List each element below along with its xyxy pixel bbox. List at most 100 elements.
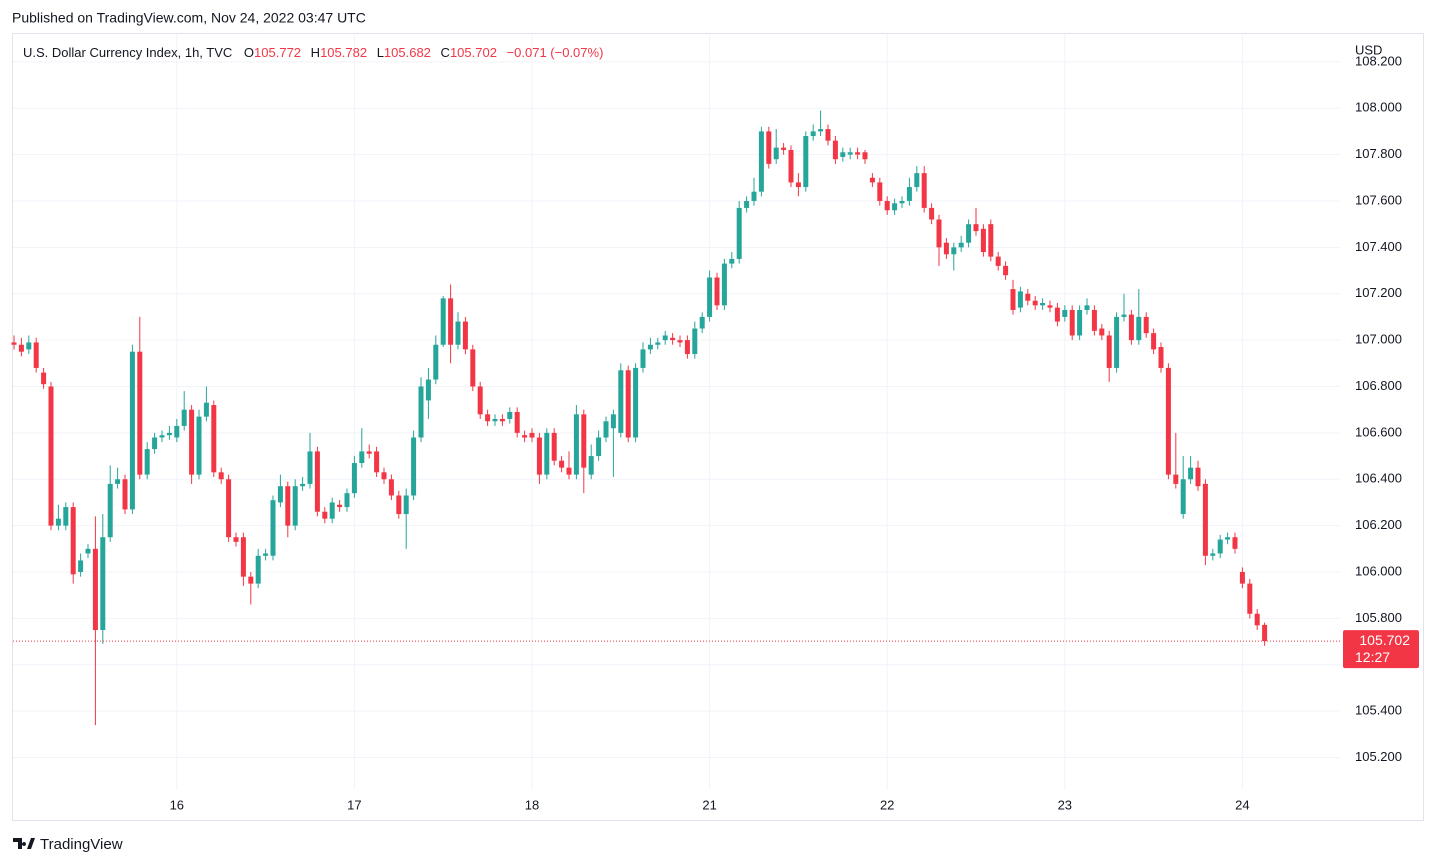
candle-body [751,191,757,201]
candle-body [1262,624,1268,642]
legend-value: 105.682 [384,45,431,60]
candle-body [100,537,106,630]
candle-body [1173,474,1179,484]
candle-body [662,335,668,341]
candle [973,207,979,236]
candle-body [966,224,972,243]
candle-body [618,370,624,433]
candle [1188,456,1194,484]
candle [240,532,246,586]
candle [522,430,528,443]
candle-body [196,416,202,475]
candle [773,129,779,164]
y-tick-label: 108.200 [1355,53,1402,68]
candle-body [203,402,209,417]
candle [470,344,476,392]
candle [914,166,920,192]
brand-logo [13,838,35,849]
candle [862,149,868,164]
candle-body [795,182,801,188]
candle-body [218,472,224,480]
candle-body [1195,467,1201,487]
candle [1054,303,1060,327]
candle-body [603,421,609,438]
candle [403,488,409,549]
candle [1114,312,1120,373]
chart-frame [12,33,1424,821]
candle-body [1254,613,1260,626]
candle [958,235,964,252]
candle [1210,548,1216,561]
candle [1254,609,1260,630]
candle-body [840,152,846,157]
candle [684,335,690,359]
candle-body [314,451,320,512]
candle [292,479,298,531]
candle-body [255,555,261,584]
candle [818,110,824,137]
candle [477,381,483,419]
candle-body [1225,537,1231,540]
candle [1077,305,1083,341]
candle-body [936,219,942,248]
candle-body [26,342,32,350]
candle [233,532,239,547]
candle [63,502,69,531]
candle-body [958,242,964,248]
candle-body [818,129,824,132]
candle [1091,305,1097,336]
candle [1047,300,1053,313]
candle-body [995,256,1001,266]
candle-body [1136,316,1142,341]
candle-body [707,277,713,317]
candle [107,465,113,542]
candle [795,173,801,197]
candle [152,432,158,454]
candle [1069,305,1075,341]
candle [1232,532,1238,554]
candle-body [980,228,986,252]
candle [670,333,676,345]
y-tick-label: 106.200 [1355,517,1402,532]
candle [736,200,742,264]
candle [943,238,949,259]
candle-body [307,451,313,484]
candle-body [1114,316,1120,368]
candle-body [181,409,187,426]
candle-body [677,340,683,343]
candle [366,444,372,459]
candle-body [862,152,868,160]
candle [647,337,653,355]
candle-body [914,173,920,188]
legend-label: C [441,45,450,60]
candle-body [440,298,446,345]
candle-body [159,435,165,438]
candle-body [610,414,616,429]
y-tick-label: 106.400 [1355,471,1402,486]
candle [248,572,254,605]
candle [596,430,602,461]
candle [70,502,76,584]
candle [418,377,424,443]
candle-body [736,207,742,259]
candle [381,467,387,484]
candle-body [226,479,232,538]
candle-body [448,298,454,345]
candle [573,405,579,480]
candle [374,446,380,477]
candle-body [788,149,794,183]
candle [744,196,750,213]
candle [485,409,491,426]
candle-body [122,479,128,510]
candle-body [803,136,809,188]
candle [351,456,357,498]
candle-body [1232,537,1238,549]
candle-body [951,247,957,255]
last-price-box [1343,630,1419,669]
candle [85,544,91,559]
candle [92,516,98,726]
candle [41,367,47,389]
candle [226,474,232,542]
candle-body [1069,309,1075,336]
candle-body [92,548,98,630]
